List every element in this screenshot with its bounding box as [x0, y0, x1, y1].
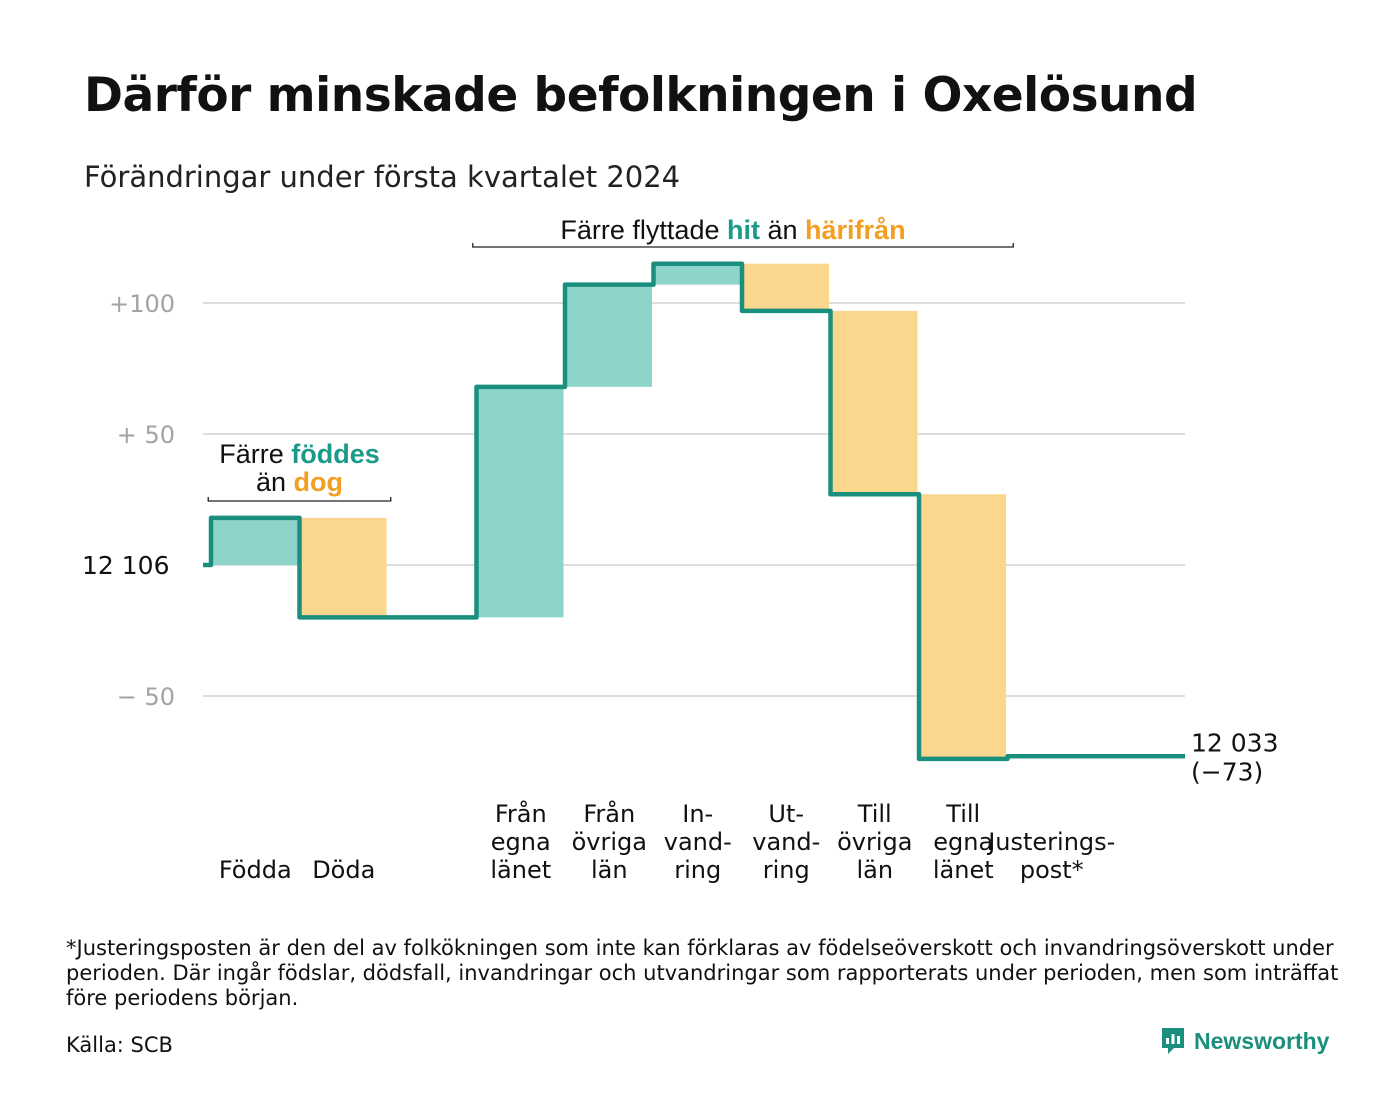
category-label: ring [674, 856, 721, 884]
step-line [203, 261, 1185, 762]
category-label: Till [857, 800, 892, 828]
category-label: ring [763, 856, 810, 884]
category-label: Ut- [768, 800, 804, 828]
bar-out [301, 517, 387, 618]
chart-subtitle: Förändringar under första kvartalet 2024 [84, 160, 681, 194]
category-label: länet [933, 856, 994, 884]
annotation-word: härifrån [805, 215, 906, 245]
step-line-path [203, 261, 1185, 762]
bar-out [743, 263, 829, 311]
brand[interactable]: Newsworthy [1160, 1026, 1329, 1056]
bar-in [655, 263, 741, 285]
category-label: län [591, 856, 628, 884]
annotation-bracket [472, 243, 1014, 248]
category-label: län [856, 856, 893, 884]
y-tick-label: − 50 [117, 683, 175, 711]
category-label: Till [945, 800, 980, 828]
bars [212, 263, 1006, 759]
bar-in [566, 284, 652, 387]
category-label: egna [491, 828, 551, 856]
bar-out [920, 494, 1006, 759]
bar-in [212, 517, 298, 565]
bar-out [832, 310, 918, 495]
annotation-word: hit [727, 215, 760, 245]
bar-in [478, 386, 564, 618]
start-value-label: 12 106 [82, 551, 169, 580]
footnote: *Justeringsposten är den del av folkökni… [66, 936, 1339, 1010]
category-label: länet [490, 856, 551, 884]
y-tick-label: +100 [109, 290, 175, 318]
annotation-word: än [760, 215, 805, 245]
category-label: Från [583, 799, 635, 828]
brand-name: Newsworthy [1194, 1027, 1330, 1054]
chart-title: Därför minskade befolkningen i Oxelösund [84, 68, 1198, 123]
category-label: Justerings- [986, 828, 1115, 856]
annotation-word: än [256, 467, 294, 497]
annotation-word: Färre flyttade [560, 215, 727, 245]
grid-lines [203, 302, 1185, 697]
end-change-label: (−73) [1191, 757, 1263, 786]
annotation-bracket [207, 497, 392, 502]
y-tick-label: + 50 [117, 421, 175, 449]
annotation-word: Färre [219, 439, 291, 469]
newsworthy-logo-icon [1162, 1028, 1184, 1054]
category-label: In- [682, 800, 713, 828]
category-label: övriga [837, 828, 912, 856]
category-label: post* [1020, 856, 1084, 884]
annotation-word: dog [294, 467, 343, 497]
annotation-births-deaths-2: än dog [256, 467, 343, 497]
category-label: Från [495, 799, 547, 828]
category-label: Döda [312, 856, 375, 884]
annotation-migration: Färre flyttade hit än härifrån [560, 215, 905, 245]
category-label: vand- [752, 828, 820, 856]
category-label: egna [933, 828, 993, 856]
annotation-births-deaths: Färre föddes [219, 439, 380, 469]
annotation-word: föddes [291, 439, 380, 469]
end-value-label: 12 033 [1191, 728, 1278, 757]
category-label: övriga [572, 828, 647, 856]
category-label: Födda [219, 856, 292, 884]
category-label: vand- [664, 828, 732, 856]
source-text: Källa: SCB [66, 1033, 173, 1057]
